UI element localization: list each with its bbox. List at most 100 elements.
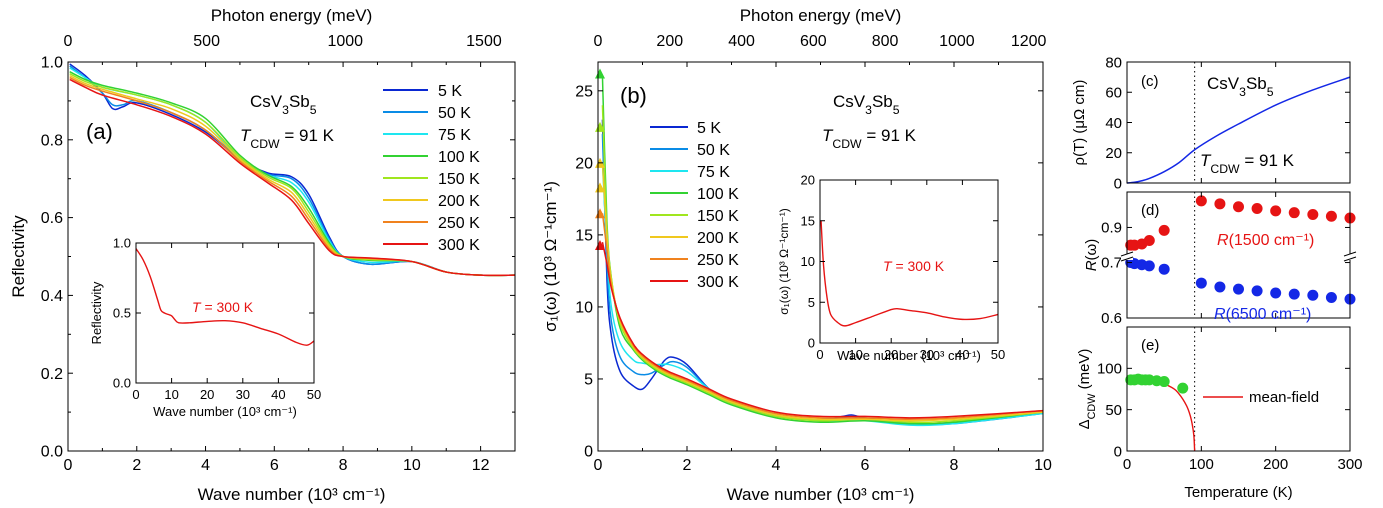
inset-y-title: Reflectivity — [89, 281, 104, 344]
x-axis-a-tick-label: 0 — [64, 457, 73, 474]
axis-break-mark — [1120, 256, 1134, 262]
inset-y-axis-tick-label: 5 — [808, 295, 815, 310]
x-axis-e-tick-label: 300 — [1337, 456, 1362, 473]
x-axis-a-tick-label: 2 — [132, 457, 141, 474]
inset-annotation: T = 300 K — [883, 258, 945, 274]
x-axis-a-tick-label: 12 — [472, 457, 490, 474]
data-point — [1325, 291, 1337, 303]
x-axis-b-tick-label: 10 — [1034, 457, 1052, 474]
legend-label: 150 K — [697, 208, 739, 225]
legend-label: mean-field — [1249, 389, 1319, 406]
data-point — [1214, 198, 1226, 210]
y-axis-c-tick-label: 40 — [1105, 115, 1122, 132]
axes-frame — [1126, 326, 1351, 452]
y-axis-c-tick-label: 80 — [1105, 54, 1122, 71]
y-axis-title: σ₁(ω) (10³ Ω⁻¹cm⁻¹) — [541, 181, 560, 332]
data-point — [1195, 195, 1207, 207]
y-axis-d-tick-label: 0.9 — [1101, 219, 1122, 236]
tcdw-label: TCDW = 91 K — [822, 126, 917, 151]
tcdw-label: TCDW = 91 K — [240, 126, 335, 151]
x-axis-title: Wave number (10³ cm⁻¹) — [198, 485, 386, 504]
y-axis-a-tick-label: 0.2 — [41, 366, 63, 383]
x2-axis-title: Photon energy (meV) — [740, 6, 902, 25]
x-axis-title: Temperature (K) — [1184, 484, 1292, 501]
inset-annotation: T = 300 K — [192, 299, 254, 315]
y-axis-e-tick-label: 100 — [1097, 361, 1122, 378]
inset-x-axis-tick-label: 10 — [848, 347, 862, 362]
inset-y-title: σ₁(ω) (10³ Ω⁻¹cm⁻¹) — [777, 208, 791, 314]
y-axis-c-tick-label: 60 — [1105, 85, 1122, 102]
dc-marker — [595, 68, 605, 79]
dc-marker — [595, 208, 605, 219]
inset-x-axis-tick-label: 30 — [920, 347, 934, 362]
inset-y-axis-tick-label: 0.5 — [113, 306, 131, 321]
data-point — [1158, 263, 1170, 275]
data-point — [1158, 376, 1170, 388]
panel-c: 0 20 40 60 80 ρ(T) (μΩ cm) (c) CsV3Sb5 TCDW = 91… — [1071, 54, 1351, 192]
x-axis-a-tick-label: 8 — [339, 457, 348, 474]
inset-y-axis-tick-label: 1.0 — [113, 236, 131, 251]
x2-tick-label: 1000 — [939, 33, 975, 50]
legend-label: 300 K — [438, 237, 480, 254]
axis-break-mark — [1120, 251, 1134, 257]
inset-x-axis-tick-label: 40 — [955, 347, 969, 362]
inset-x-axis-tick-label: 50 — [307, 387, 321, 402]
x-axis-b-tick-label: 8 — [950, 457, 959, 474]
legend-label: 75 K — [438, 127, 471, 144]
data-point — [1251, 203, 1263, 215]
y-axis-b-tick-label: 25 — [575, 83, 593, 100]
data-point — [1270, 287, 1282, 299]
x-axis-b-tick-label: 2 — [683, 457, 692, 474]
material-label: CsV3Sb5 — [250, 92, 317, 117]
y-axis-b-tick-label: 10 — [575, 300, 593, 317]
y-axis-title: ρ(T) (μΩ cm) — [1071, 80, 1088, 166]
legend-label: 200 K — [697, 230, 739, 247]
legend-label: 250 K — [697, 252, 739, 269]
x-axis-a-tick-label: 4 — [201, 457, 210, 474]
y-axis-b-tick-label: 0 — [584, 444, 593, 461]
legend-label: 300 K — [697, 274, 739, 291]
axis-break-mark — [1343, 251, 1357, 257]
panel-d: 0.9 0.7 0.6 R(ω) (d) R(1500 cm⁻¹) R(6500 cm⁻¹) — [1083, 191, 1357, 327]
inset-x-axis-tick-label: 0 — [132, 387, 139, 402]
inset-x-axis-tick-label: 50 — [991, 347, 1005, 362]
data-point — [1143, 260, 1155, 272]
data-point — [1270, 205, 1282, 217]
panel-label: (e) — [1141, 337, 1159, 354]
y-axis-a-tick-label: 0.8 — [41, 132, 63, 149]
legend-label: 5 K — [438, 83, 462, 100]
x2-tick-label: 800 — [872, 33, 899, 50]
data-point — [1177, 382, 1189, 394]
series-label-6500: R(6500 cm⁻¹) — [1214, 306, 1311, 323]
material-label: CsV3Sb5 — [1207, 74, 1274, 99]
inset-x-axis-tick-label: 40 — [271, 387, 285, 402]
legend-label: 250 K — [438, 215, 480, 232]
inset-x-axis-tick-label: 30 — [236, 387, 250, 402]
data-point — [1307, 208, 1319, 220]
y-axis-title: Reflectivity — [9, 215, 28, 298]
data-point — [1251, 285, 1263, 297]
inset-y-axis-tick-label: 0.0 — [113, 376, 131, 391]
panel-label: (c) — [1141, 73, 1159, 90]
axis-break-mark — [1343, 256, 1357, 262]
y-axis-b-tick-label: 5 — [584, 372, 593, 389]
x-axis-e-tick-label: 100 — [1189, 456, 1214, 473]
data-point — [1307, 289, 1319, 301]
inset-x-title: Wave number (10³ cm⁻¹) — [837, 348, 981, 363]
series-label-1500: R(1500 cm⁻¹) — [1217, 232, 1314, 249]
y-axis-e-tick-label: 50 — [1105, 402, 1122, 419]
series-line-300K — [69, 78, 516, 277]
y-axis-title: R(ω) — [1083, 239, 1100, 272]
data-point — [1214, 281, 1226, 293]
x-axis-b-tick-label: 6 — [861, 457, 870, 474]
y-axis-a-tick-label: 0.0 — [41, 444, 63, 461]
y-axis-d-tick-label: 0.6 — [1101, 310, 1122, 327]
legend-label: 150 K — [438, 171, 480, 188]
inset-a: 0 10 20 30 40 50 0.0 0.5 1.0 Wave number (10³ cm⁻… — [89, 236, 321, 419]
x2-tick-label: 600 — [800, 33, 827, 50]
data-point — [1195, 277, 1207, 289]
data-point — [1325, 210, 1337, 222]
